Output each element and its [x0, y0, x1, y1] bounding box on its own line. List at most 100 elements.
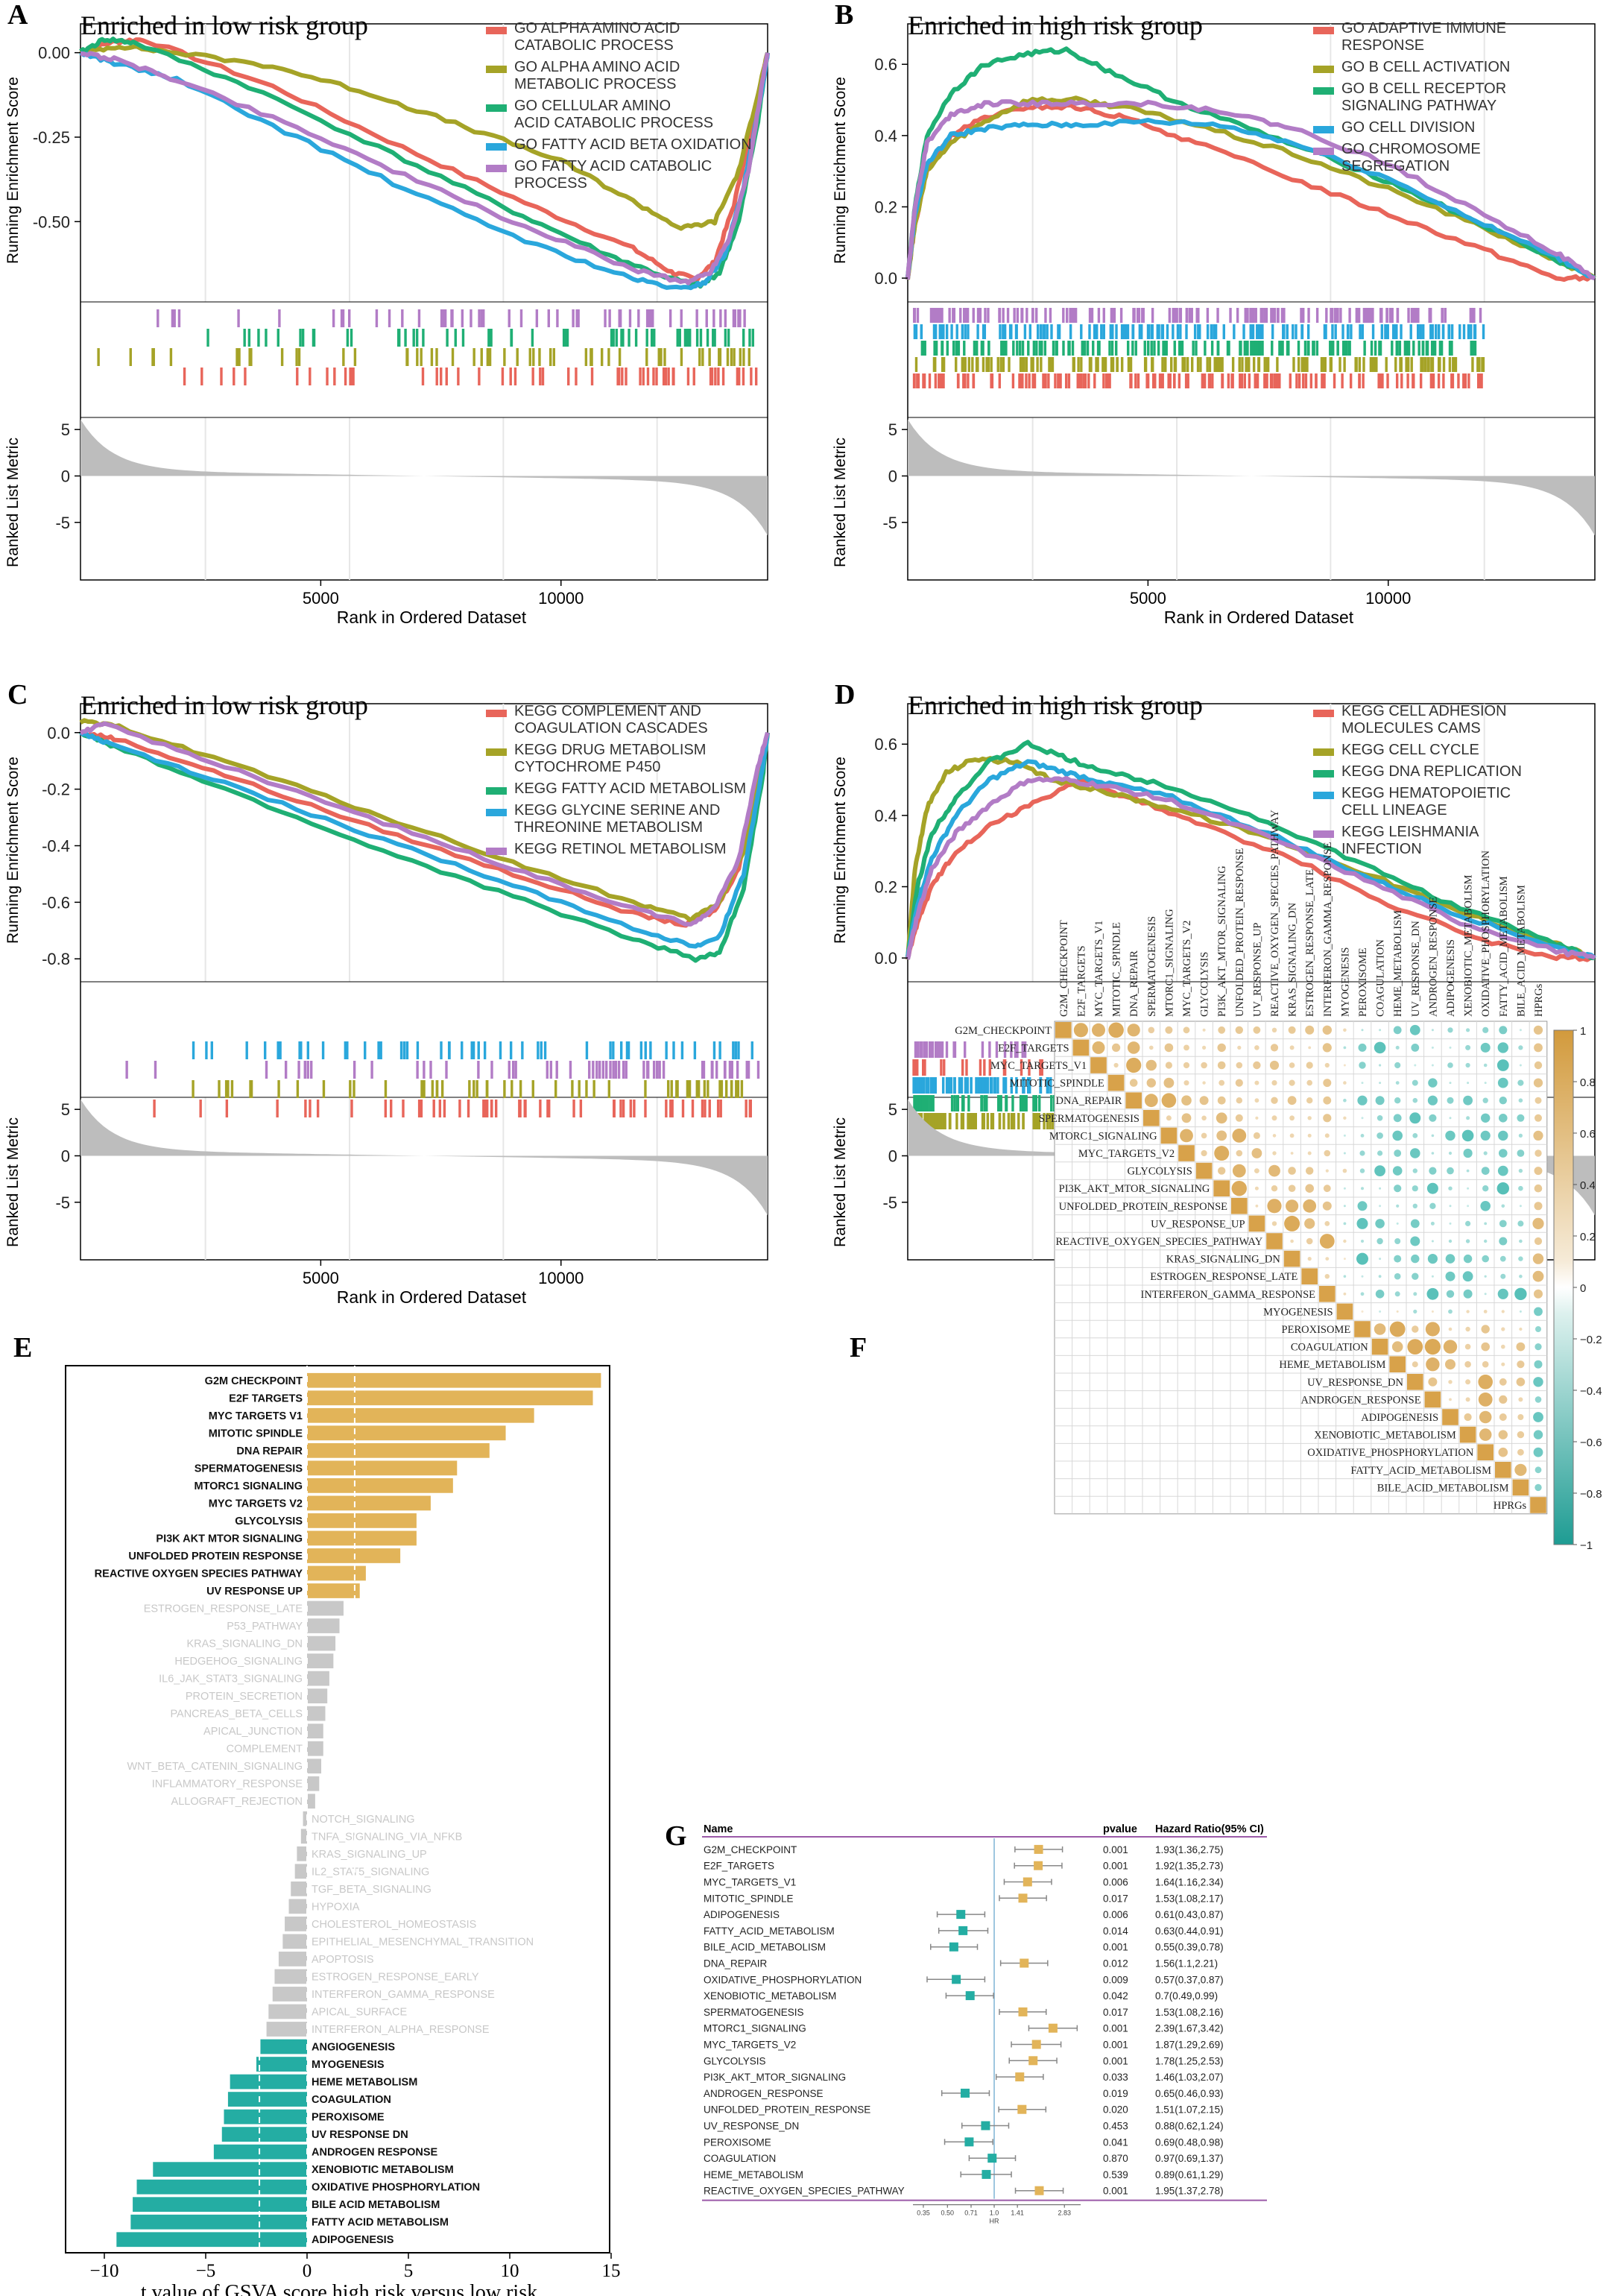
correlation-dot: [1501, 1310, 1505, 1313]
correlation-dot: [1271, 1221, 1277, 1226]
y-tick-label: -0.8: [42, 950, 70, 968]
column-label: XENOBIOTIC_METABOLISM: [1463, 874, 1475, 1017]
correlation-dot: [1235, 1079, 1243, 1087]
column-label: FATTY_ACID_METABOLISM: [1498, 876, 1510, 1017]
hr-tick-label: 0.71: [964, 2210, 978, 2217]
row-hr: 1.92(1.35,2.73): [1155, 1861, 1224, 1872]
bar: [278, 1952, 307, 1967]
enrichment-curve-purple: [905, 775, 1596, 960]
correlation-dot: [1231, 1181, 1248, 1196]
correlation-dot: [1267, 1199, 1282, 1214]
correlation-dot: [1467, 1082, 1470, 1085]
row-name: OXIDATIVE_PHOSPHORYLATION: [704, 1974, 862, 1985]
correlation-dot: [1251, 1148, 1262, 1158]
row-pvalue: 0.001: [1103, 2055, 1128, 2066]
correlation-dot: [1429, 1202, 1436, 1210]
correlation-dot: [1396, 1310, 1399, 1313]
correlation-dot: [1254, 1168, 1259, 1173]
bar: [307, 1390, 593, 1406]
row-label: PI3K_AKT_MTOR_SIGNALING: [1059, 1183, 1210, 1195]
correlation-dot: [1323, 1079, 1332, 1088]
correlation-dot: [1411, 1044, 1420, 1052]
correlation-dot: [1412, 1325, 1419, 1333]
correlation-dot: [1497, 1288, 1508, 1299]
correlation-dot: [1394, 1149, 1402, 1157]
correlation-dot: [1286, 1199, 1299, 1213]
bar: [307, 1776, 320, 1791]
correlation-dot: [1412, 1361, 1418, 1368]
bar-label: ALLOGRAFT_REJECTION: [171, 1796, 303, 1808]
bar-label: CHOLESTEROL_HOMEOSTASIS: [312, 1919, 476, 1931]
hr-point: [956, 1910, 966, 1920]
y-tick-label: 5: [888, 1100, 897, 1119]
column-label: UNFOLDED_PROTEIN_RESPONSE: [1234, 848, 1246, 1017]
correlation-dot: [1412, 1097, 1418, 1103]
y-tick-label: 0.0: [874, 269, 897, 288]
enrichment-curve-red: [79, 37, 770, 282]
correlation-dot: [1144, 1094, 1158, 1108]
legend-label: GO FATTY ACID BETA OXIDATION: [514, 136, 752, 153]
correlation-dot: [1306, 1079, 1312, 1086]
correlation-dot: [1412, 1079, 1418, 1086]
correlation-dot: [1253, 1132, 1260, 1139]
bar: [274, 1969, 307, 1984]
correlation-dot: [1361, 1240, 1364, 1243]
bar-label: ESTROGEN_RESPONSE_LATE: [144, 1603, 303, 1615]
correlation-dot: [1534, 1237, 1543, 1246]
correlation-dot: [1201, 1115, 1207, 1121]
correlation-dot: [1163, 1077, 1175, 1088]
correlation-dot: [1518, 1185, 1523, 1191]
correlation-dot: [1324, 1149, 1331, 1157]
panel-letter: G: [665, 1820, 687, 1852]
hr-point: [1034, 1844, 1043, 1854]
correlation-dot: [1449, 1082, 1452, 1085]
correlation-dot: [1284, 1215, 1300, 1231]
bar: [153, 2162, 307, 2177]
correlation-dot: [1394, 1238, 1401, 1244]
correlation-dot: [1445, 1359, 1455, 1370]
row-hr: 1.53(1.08,2.17): [1155, 1893, 1224, 1904]
correlation-dot: [1343, 1116, 1347, 1120]
legend-label: GO B CELL ACTIVATION: [1341, 59, 1510, 75]
bar: [260, 2039, 307, 2054]
correlation-dot: [1514, 1463, 1527, 1476]
column-header: pvalue: [1103, 1823, 1137, 1835]
legend-swatch: [1313, 770, 1334, 778]
correlation-dot: [1290, 1239, 1294, 1243]
diagonal-cell: [1495, 1462, 1511, 1478]
correlation-dot: [1462, 1271, 1473, 1282]
correlation-dot: [1361, 1082, 1364, 1085]
correlation-dot: [1464, 1413, 1472, 1422]
column-label: OXIDATIVE_PHOSPHORYLATION: [1480, 850, 1492, 1017]
column-label: MTORC1_SIGNALING: [1163, 909, 1175, 1017]
correlation-dot: [1482, 1026, 1489, 1033]
correlation-dot: [1499, 1097, 1508, 1105]
correlation-dot: [1428, 1377, 1438, 1387]
correlation-dot: [1443, 1340, 1458, 1354]
correlation-dot: [1269, 1060, 1280, 1070]
correlation-dot: [1361, 1117, 1364, 1120]
bar: [307, 1530, 417, 1546]
hr-point: [949, 1942, 958, 1952]
hr-point: [987, 2154, 997, 2163]
legend-label: GO CELL DIVISION: [1341, 119, 1475, 136]
correlation-dot: [1448, 1239, 1453, 1243]
y-tick-label: 5: [61, 420, 70, 439]
bar: [256, 2057, 307, 2072]
bar-label: OXIDATIVE PHOSPHORYLATION: [312, 2182, 480, 2194]
correlation-dot: [1518, 1045, 1523, 1050]
correlation-dot: [1426, 1357, 1440, 1372]
correlation-dot: [1361, 1029, 1364, 1032]
correlation-dot: [1307, 1257, 1312, 1261]
colorbar-tick-label: 0: [1580, 1282, 1586, 1295]
correlation-dot: [1394, 1097, 1401, 1104]
correlation-dot: [1429, 1114, 1437, 1122]
bar-label: GLYCOLYSIS: [235, 1516, 303, 1527]
correlation-dot: [1480, 1201, 1491, 1211]
x-tick-label: 5: [404, 2261, 414, 2281]
correlation-dot: [1534, 1061, 1543, 1070]
x-tick-label: 10: [501, 2261, 519, 2281]
correlation-dot: [1449, 1398, 1452, 1401]
correlation-dot: [1323, 1114, 1332, 1123]
column-label: ESTROGEN_RESPONSE_LATE: [1304, 869, 1316, 1017]
